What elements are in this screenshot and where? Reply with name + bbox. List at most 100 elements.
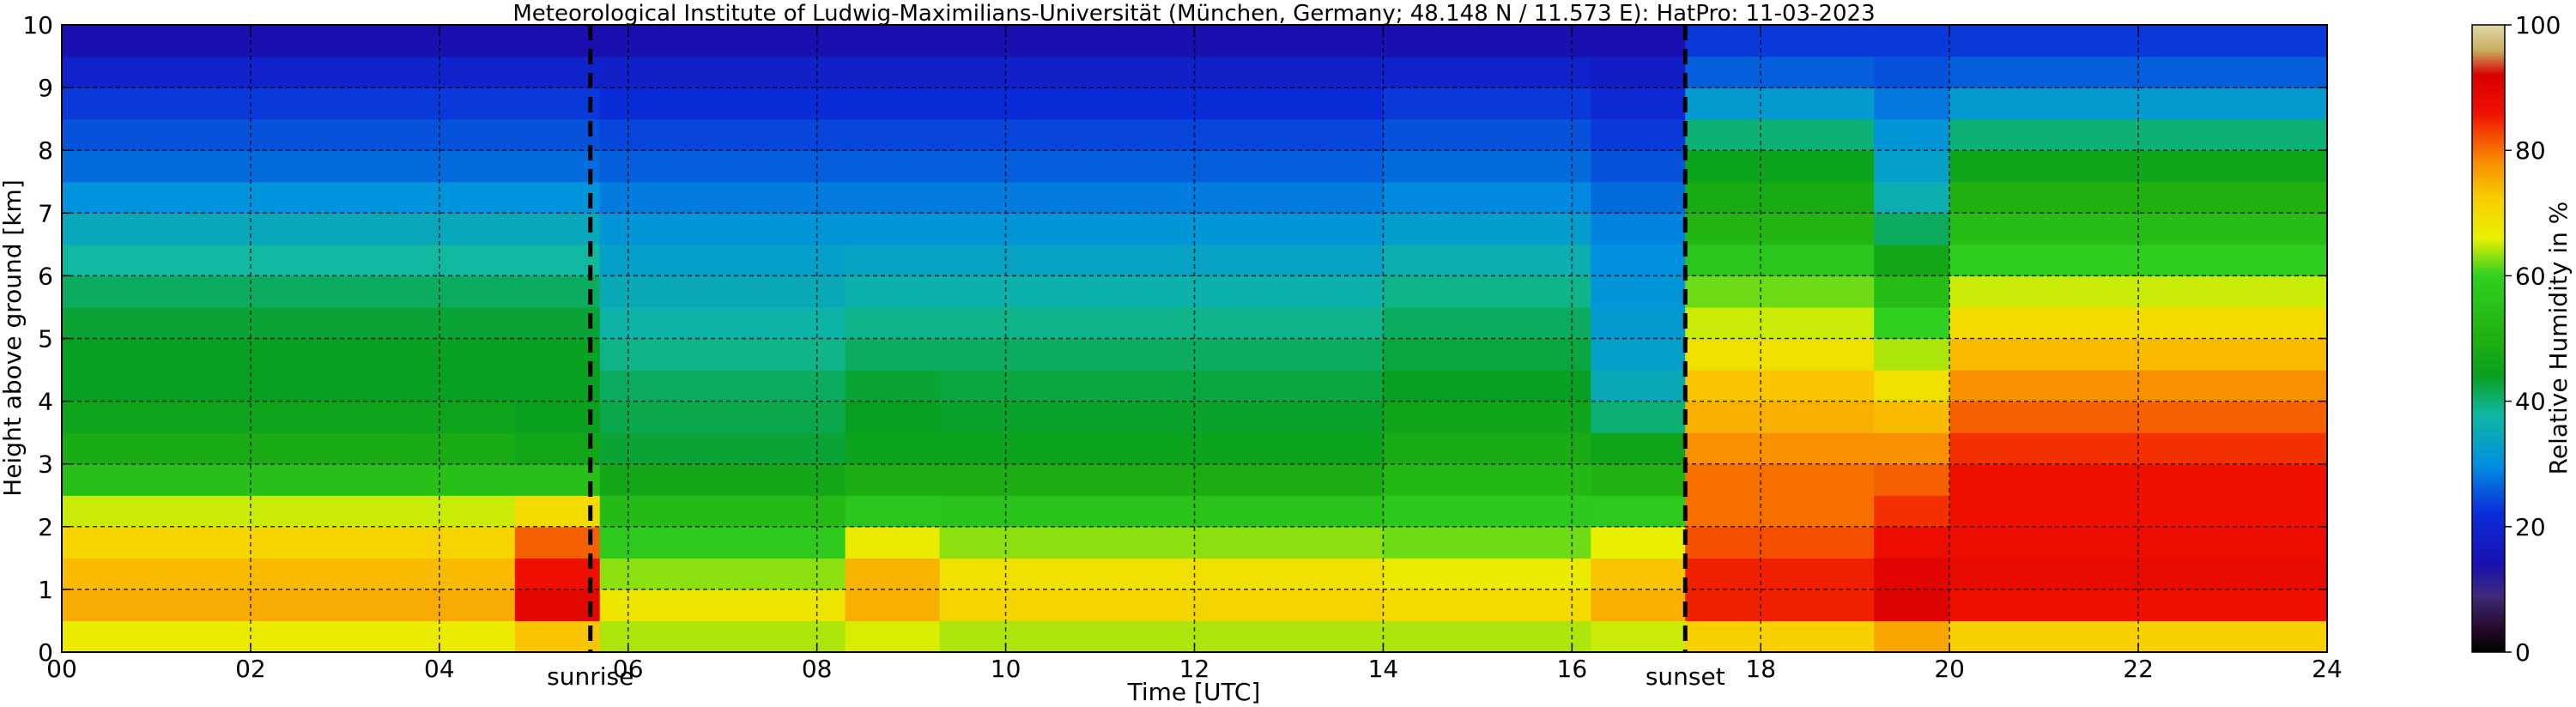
heatmap-cell xyxy=(939,338,1385,371)
heatmap-cell xyxy=(599,401,846,433)
x-axis-ticks: 00 02 04 06 08 10 12 14 16 18 20 22 24 xyxy=(46,25,2343,683)
heatmap-cell xyxy=(939,620,1385,653)
heatmap-cell xyxy=(1383,213,1591,245)
heatmap-cell xyxy=(514,306,601,340)
heatmap-cell xyxy=(1874,432,1950,465)
heatmap-cell xyxy=(1383,25,1591,57)
y-tick-label: 8 xyxy=(38,136,53,165)
heatmap-cell xyxy=(845,432,941,465)
heatmap-cell xyxy=(1591,25,1686,57)
heatmap-cell xyxy=(599,118,846,151)
heatmap-cell xyxy=(514,88,601,120)
y-tick-label: 10 xyxy=(22,11,53,39)
heatmap-cell xyxy=(939,432,1385,465)
heatmap-cell xyxy=(845,558,941,590)
colorbar-ticks: 0 20 40 60 80 100 xyxy=(2505,11,2561,667)
heatmap-cell xyxy=(939,463,1385,496)
heatmap-cell xyxy=(599,306,846,340)
heatmap-cell xyxy=(845,306,941,340)
heatmap-cell xyxy=(845,589,941,622)
heatmap-cell xyxy=(62,370,516,402)
heatmap-cell xyxy=(599,25,846,57)
heatmap-cell xyxy=(1383,118,1591,151)
y-tick-label: 1 xyxy=(38,576,53,604)
y-tick-label: 5 xyxy=(38,325,53,354)
heatmap-cell xyxy=(1591,275,1686,308)
heatmap-cell xyxy=(62,181,516,214)
heatmap-cell xyxy=(1874,495,1950,528)
heatmap-cell xyxy=(514,526,601,559)
heatmap-cell xyxy=(514,213,601,245)
y-axis-label: Height above ground [km] xyxy=(0,179,27,497)
heatmap-area xyxy=(62,25,2328,653)
x-tick-label: 04 xyxy=(424,655,455,683)
heatmap-cell xyxy=(1685,306,1875,340)
heatmap-cell xyxy=(599,463,846,496)
x-tick-label: 14 xyxy=(1368,655,1399,683)
heatmap-cell xyxy=(62,495,516,528)
x-tick-label: 18 xyxy=(1745,655,1776,683)
heatmap-cell xyxy=(514,558,601,590)
heatmap-cell xyxy=(1874,526,1950,559)
heatmap-cell xyxy=(939,25,1385,57)
heatmap-cell xyxy=(1685,25,1875,57)
heatmap-cell xyxy=(599,150,846,183)
heatmap-cell xyxy=(1874,181,1950,214)
heatmap-cell xyxy=(62,213,516,245)
heatmap-cell xyxy=(1685,432,1875,465)
heatmap-cell xyxy=(1591,495,1686,528)
event-lines: sunrise sunset xyxy=(547,25,1725,691)
heatmap-cell xyxy=(1591,244,1686,276)
heatmap-cell xyxy=(599,370,846,402)
chart-title: Meteorological Institute of Ludwig-Maxim… xyxy=(512,1,1875,27)
heatmap-cell xyxy=(1383,589,1591,622)
heatmap-cell xyxy=(845,150,941,183)
heatmap-cell xyxy=(1685,88,1875,120)
heatmap-cell xyxy=(939,150,1385,183)
heatmap-cell xyxy=(939,181,1385,214)
heatmap-cell xyxy=(939,370,1385,402)
heatmap-cell xyxy=(62,338,516,371)
colorbar-tick-label: 40 xyxy=(2515,388,2546,416)
heatmap-cell xyxy=(1685,558,1875,590)
heatmap-cell xyxy=(939,275,1385,308)
heatmap-cell xyxy=(845,275,941,308)
heatmap-cell xyxy=(1383,432,1591,465)
heatmap-cell xyxy=(514,432,601,465)
heatmap-cell xyxy=(845,401,941,433)
heatmap-cell xyxy=(599,56,846,88)
x-tick-label: 02 xyxy=(235,655,266,683)
heatmap-cell xyxy=(599,432,846,465)
heatmap-cell xyxy=(1874,370,1950,402)
x-tick-label: 06 xyxy=(613,655,644,683)
heatmap-cell xyxy=(514,589,601,622)
y-tick-label: 6 xyxy=(38,262,53,290)
heatmap-cell xyxy=(845,213,941,245)
heatmap-cell xyxy=(1383,401,1591,433)
colorbar-label: Relative Humidity in % xyxy=(2544,202,2573,475)
heatmap-cell xyxy=(845,118,941,151)
colorbar-tick-label: 80 xyxy=(2515,136,2546,165)
heatmap-cell xyxy=(599,88,846,120)
heatmap-cell xyxy=(1591,432,1686,465)
heatmap-cell xyxy=(1874,463,1950,496)
heatmap-cell xyxy=(1685,338,1875,371)
heatmap-cell xyxy=(1383,620,1591,653)
heatmap-cell xyxy=(62,401,516,433)
heatmap-cell xyxy=(1591,150,1686,183)
heatmap-cell xyxy=(1383,526,1591,559)
heatmap-cell xyxy=(939,495,1385,528)
heatmap-cell xyxy=(939,558,1385,590)
heatmap-cell xyxy=(514,275,601,308)
heatmap-cell xyxy=(1874,558,1950,590)
heatmap-cell xyxy=(845,181,941,214)
heatmap-cell xyxy=(845,370,941,402)
colorbar-scale xyxy=(2471,24,2506,653)
heatmap-cell xyxy=(845,620,941,653)
heatmap-cell xyxy=(1874,620,1950,653)
heatmap-cell xyxy=(514,338,601,371)
heatmap-cell xyxy=(1383,463,1591,496)
heatmap-cell xyxy=(514,620,601,653)
y-tick-label: 0 xyxy=(38,638,53,667)
